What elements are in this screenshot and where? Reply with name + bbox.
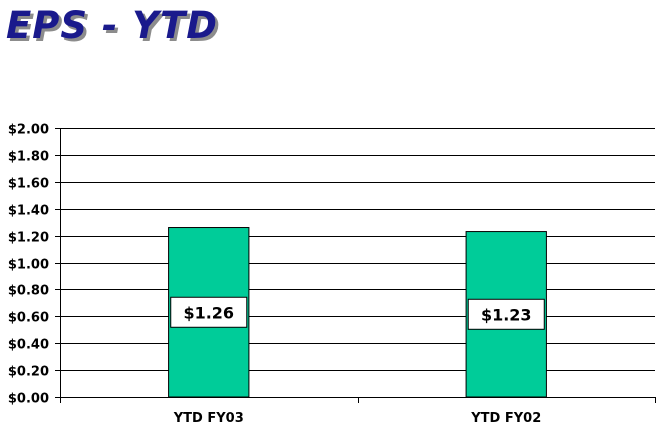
y-tick-label: $1.60 <box>8 177 49 192</box>
page-title: EPS - YTD <box>6 4 218 47</box>
x-tick-label: YTD FY03 <box>173 411 244 426</box>
data-label-box <box>467 298 545 330</box>
y-tick-label: $0.80 <box>8 284 49 299</box>
data-label: $1.26 <box>183 303 234 322</box>
y-tick-label: $0.20 <box>8 365 49 380</box>
y-tick-label: $1.40 <box>8 204 49 219</box>
y-tick-label: $1.00 <box>8 258 49 273</box>
data-label-box <box>170 296 248 328</box>
y-tick-label: $0.00 <box>8 392 49 407</box>
y-tick-label: $0.60 <box>8 311 49 326</box>
y-tick-label: $2.00 <box>8 123 49 138</box>
data-label: $1.23 <box>481 305 532 324</box>
y-tick-label: $1.80 <box>8 150 49 165</box>
x-tick-label: YTD FY02 <box>470 411 541 426</box>
y-tick-label: $0.40 <box>8 338 49 353</box>
y-tick-label: $1.20 <box>8 231 49 246</box>
